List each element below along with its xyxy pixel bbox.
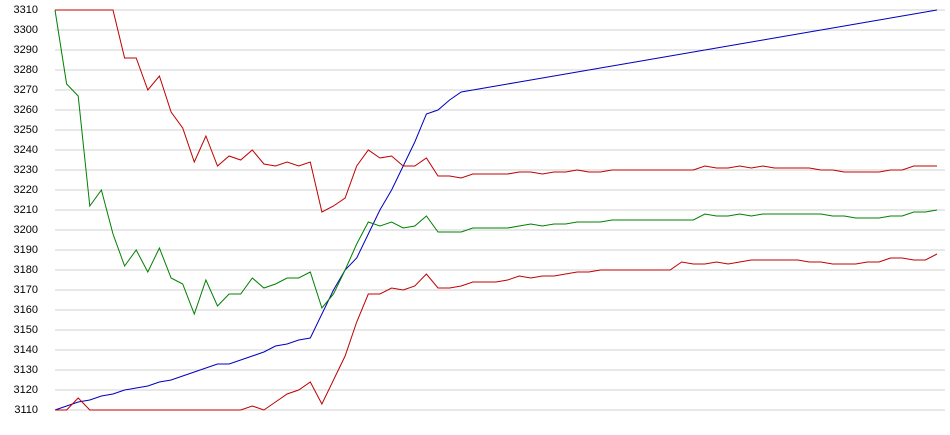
y-tick-label: 3210 <box>14 204 38 216</box>
y-tick-label: 3200 <box>14 224 38 236</box>
y-tick-label: 3180 <box>14 264 38 276</box>
series-line <box>54 9 938 411</box>
y-tick-label: 3120 <box>14 384 38 396</box>
y-tick-label: 3150 <box>14 324 38 336</box>
y-tick-label: 3270 <box>14 84 38 96</box>
y-tick-label: 3290 <box>14 44 38 56</box>
y-tick-label: 3160 <box>14 304 38 316</box>
series-line <box>55 253 938 411</box>
y-tick-label: 3300 <box>14 24 38 36</box>
y-tick-label: 3260 <box>14 104 38 116</box>
y-tick-label: 3310 <box>14 4 38 16</box>
y-tick-label: 3130 <box>14 364 38 376</box>
y-tick-label: 3170 <box>14 284 38 296</box>
series-line <box>54 9 938 316</box>
y-tick-label: 3110 <box>14 404 38 416</box>
y-tick-label: 3250 <box>14 124 38 136</box>
y-tick-label: 3280 <box>14 64 38 76</box>
y-tick-label: 3240 <box>14 144 38 156</box>
y-tick-label: 3230 <box>14 164 38 176</box>
y-tick-label: 3140 <box>14 344 38 356</box>
y-tick-label: 3220 <box>14 184 38 196</box>
y-tick-label: 3190 <box>14 244 38 256</box>
series-line <box>55 9 937 213</box>
